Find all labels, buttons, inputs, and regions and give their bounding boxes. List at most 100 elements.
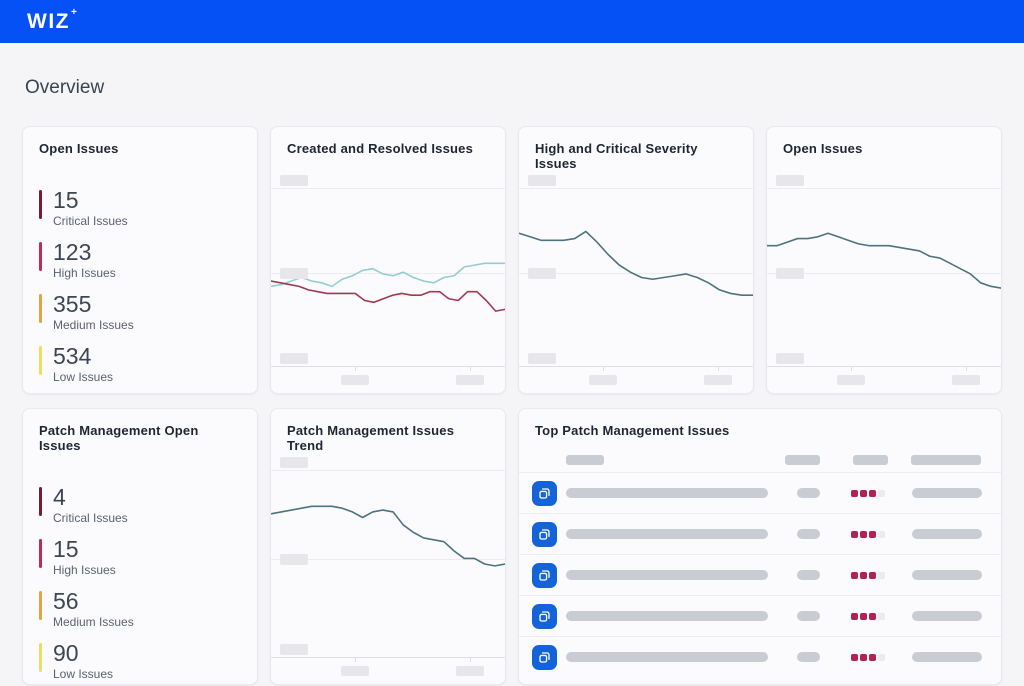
card-patch-management-issues-trend: Patch Management Issues Trend <box>270 408 506 686</box>
table-row[interactable] <box>519 554 1001 595</box>
y-axis-zero-label-placeholder <box>528 353 556 365</box>
card-title: Open Issues <box>783 141 863 157</box>
severity-pip-empty <box>878 612 885 620</box>
severity-text: 4 Critical Issues <box>53 484 128 525</box>
card-open-issues-counts: Open Issues 15 Critical Issues 123 High … <box>22 126 258 395</box>
x-axis-tick <box>851 367 853 372</box>
cell-placeholder <box>797 488 820 499</box>
card-high-and-critical-severity-issues: High and Critical Severity Issues <box>518 126 754 395</box>
gridline <box>271 558 505 560</box>
severity-pips <box>851 530 890 538</box>
table-body <box>519 472 1001 677</box>
severity-pip-filled <box>860 489 867 497</box>
x-axis-tick <box>355 658 357 663</box>
high-count: 123 <box>53 239 92 266</box>
top-nav-bar: WIZ + <box>0 0 1024 43</box>
x-axis-label-placeholder <box>589 375 618 386</box>
high-color-bar <box>39 242 42 272</box>
issue-type-icon-button[interactable] <box>532 521 557 547</box>
page-title: Overview <box>25 76 105 98</box>
severity-pip-filled <box>869 571 876 579</box>
y-axis-zero-label-placeholder <box>280 353 308 365</box>
low-count: 90 <box>53 640 79 667</box>
gridline <box>519 272 753 274</box>
table-row[interactable] <box>519 595 1001 636</box>
card-created-and-resolved-issues: Created and Resolved Issues <box>270 126 506 395</box>
medium-label: Medium Issues <box>53 318 134 333</box>
gridline <box>271 272 505 274</box>
card-title: Open Issues <box>39 141 119 157</box>
table-row[interactable] <box>519 636 1001 677</box>
x-axis-label-placeholder <box>455 375 484 386</box>
issue-type-icon-button[interactable] <box>532 480 557 506</box>
line-chart <box>767 189 1001 366</box>
gridline <box>767 272 1001 274</box>
critical-count: 4 <box>53 484 66 511</box>
cell-placeholder <box>797 570 820 581</box>
medium-count: 56 <box>53 588 79 615</box>
medium-color-bar <box>39 294 42 324</box>
x-axis <box>519 367 753 393</box>
column-header-placeholder <box>785 455 820 466</box>
severity-pip-empty <box>878 489 885 497</box>
table-row[interactable] <box>519 472 1001 513</box>
severity-pip-filled <box>860 530 867 538</box>
severity-item-high: 123 High Issues <box>39 239 241 280</box>
x-axis <box>271 367 505 393</box>
low-label: Low Issues <box>53 370 114 385</box>
severity-pip-empty <box>878 530 885 538</box>
issue-title-placeholder <box>566 529 768 540</box>
x-axis-tick <box>469 367 471 372</box>
x-axis-label-placeholder <box>703 375 732 386</box>
y-axis-max-label-placeholder <box>776 175 804 187</box>
critical-count: 15 <box>53 187 79 214</box>
x-axis <box>271 658 505 684</box>
x-axis-tick <box>355 367 357 372</box>
chart-plot-area <box>519 188 753 368</box>
cell-placeholder <box>912 611 982 622</box>
severity-text: 534 Low Issues <box>53 343 113 384</box>
issue-title-placeholder <box>566 570 768 581</box>
copy-icon <box>539 529 550 540</box>
column-header-placeholder <box>853 455 888 466</box>
severity-pip-filled <box>860 612 867 620</box>
x-axis-tick <box>717 367 719 372</box>
severity-text: 90 Low Issues <box>53 640 113 681</box>
column-header-placeholder <box>911 455 981 466</box>
wiz-logo-text: WIZ <box>27 10 70 33</box>
severity-pip-filled <box>851 489 858 497</box>
table-row[interactable] <box>519 513 1001 554</box>
x-axis-tick <box>965 367 967 372</box>
issue-type-icon-button[interactable] <box>532 603 557 629</box>
severity-item-low: 90 Low Issues <box>39 640 241 681</box>
wiz-logo-star-icon: + <box>70 7 79 18</box>
y-axis-mid-label-placeholder <box>528 267 556 279</box>
severity-item-critical: 15 Critical Issues <box>39 187 241 228</box>
high-label: High Issues <box>53 266 116 281</box>
issue-type-icon-button[interactable] <box>532 644 557 670</box>
card-patch-management-open-issues: Patch Management Open Issues 4 Critical … <box>22 408 258 686</box>
copy-icon <box>539 570 550 581</box>
y-axis-zero-label-placeholder <box>280 644 308 656</box>
cell-placeholder <box>797 611 820 622</box>
x-axis-label-placeholder <box>837 375 866 386</box>
wiz-logo[interactable]: WIZ + <box>27 7 79 33</box>
column-header-placeholder <box>566 455 604 466</box>
issue-type-icon-button[interactable] <box>532 562 557 588</box>
severity-pip-filled <box>851 653 858 661</box>
low-color-bar <box>39 346 42 376</box>
x-axis-label-placeholder <box>455 666 484 677</box>
y-axis-mid-label-placeholder <box>280 267 308 279</box>
medium-label: Medium Issues <box>53 615 134 630</box>
table-header-row <box>519 448 1001 472</box>
severity-pips <box>851 489 890 497</box>
severity-item-high: 15 High Issues <box>39 536 241 577</box>
cell-placeholder <box>912 652 982 663</box>
y-axis-max-label-placeholder <box>280 457 308 469</box>
critical-color-bar <box>39 190 42 220</box>
severity-pips <box>851 612 890 620</box>
severity-text: 15 Critical Issues <box>53 187 128 228</box>
issue-title-placeholder <box>566 611 768 622</box>
card-top-patch-management-issues: Top Patch Management Issues <box>518 408 1002 686</box>
cell-placeholder <box>797 652 820 663</box>
